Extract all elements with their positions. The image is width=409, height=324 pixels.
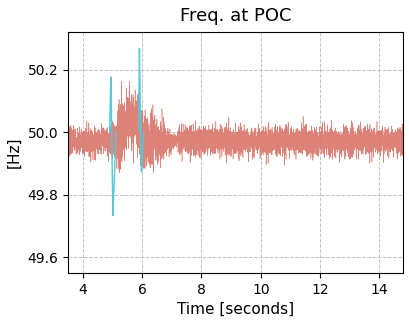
Y-axis label: [Hz]: [Hz]	[7, 137, 22, 168]
Title: Freq. at POC: Freq. at POC	[180, 7, 291, 25]
X-axis label: Time [seconds]: Time [seconds]	[177, 302, 293, 317]
